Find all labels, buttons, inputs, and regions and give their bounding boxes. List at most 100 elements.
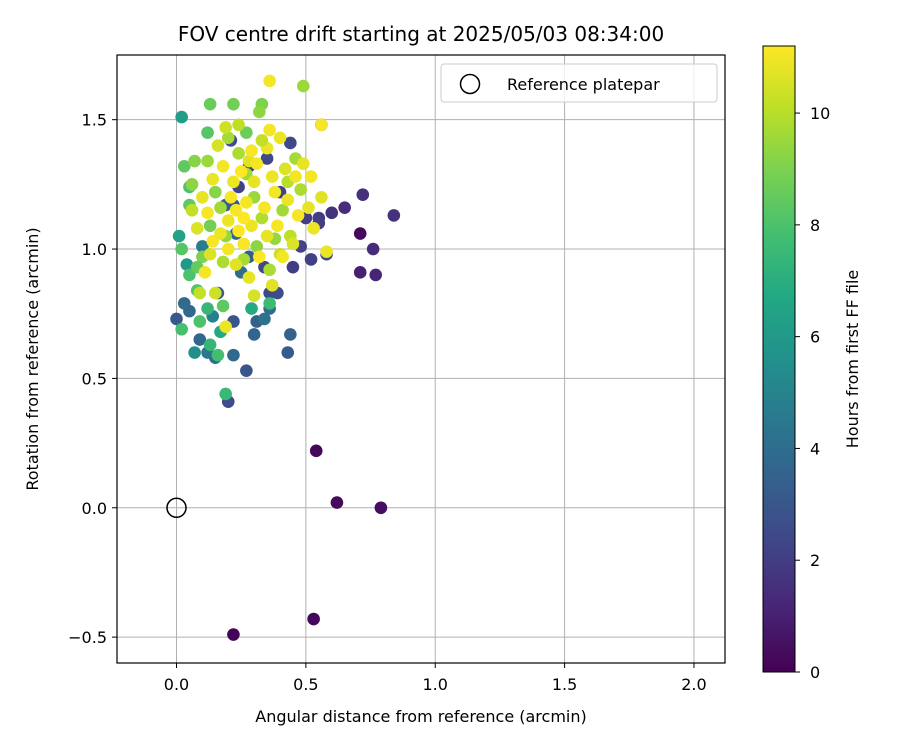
data-point <box>203 219 217 233</box>
data-point <box>284 328 297 341</box>
data-point <box>255 134 269 147</box>
data-point <box>284 136 297 150</box>
data-point <box>245 144 258 158</box>
data-point <box>374 501 388 515</box>
data-point <box>263 297 276 310</box>
data-point <box>216 159 230 173</box>
data-point <box>265 278 279 292</box>
colorbar-tick-label: 2 <box>810 551 820 570</box>
data-point <box>265 170 279 183</box>
data-point <box>255 211 269 225</box>
y-tick-label: 1.0 <box>82 240 107 259</box>
plot-area <box>117 55 725 663</box>
data-point <box>211 348 225 362</box>
data-point <box>240 196 253 209</box>
data-point <box>201 154 214 168</box>
data-point <box>240 126 253 139</box>
data-point <box>216 255 230 269</box>
colorbar-tick-label: 4 <box>810 439 820 458</box>
data-point <box>237 237 251 251</box>
data-point <box>245 302 258 315</box>
data-point <box>188 346 201 359</box>
data-point <box>216 299 230 313</box>
data-point <box>214 201 227 214</box>
data-point <box>188 154 201 168</box>
data-point <box>219 121 232 134</box>
data-point <box>330 496 344 509</box>
data-point <box>190 222 204 235</box>
data-point <box>250 157 264 170</box>
data-point <box>258 312 271 326</box>
data-point <box>180 258 194 271</box>
data-point <box>201 126 214 139</box>
data-point <box>193 286 207 300</box>
data-point <box>209 185 222 199</box>
data-point <box>281 193 295 207</box>
data-point <box>245 219 258 233</box>
data-point <box>250 240 264 253</box>
data-point <box>221 214 235 227</box>
colorbar-tick-label: 10 <box>810 104 830 123</box>
data-point <box>271 219 284 233</box>
data-point <box>325 206 339 220</box>
plot-frame <box>116 54 726 664</box>
data-point <box>276 203 289 217</box>
colorbar-gradient <box>762 45 796 673</box>
data-point <box>185 178 199 191</box>
data-point <box>281 346 295 359</box>
legend-label: Reference platepar <box>507 75 660 94</box>
data-point <box>185 203 199 217</box>
data-point <box>224 190 238 204</box>
data-point <box>219 320 232 333</box>
data-point <box>291 209 305 222</box>
data-point <box>229 258 243 271</box>
data-point <box>234 165 248 178</box>
data-point <box>175 110 188 124</box>
data-point <box>307 222 320 235</box>
data-point <box>177 159 191 173</box>
colorbar-ticks: 0 2 4 6 8 10 <box>795 104 830 682</box>
data-point <box>193 315 207 328</box>
data-point <box>338 201 351 214</box>
data-point <box>294 183 307 196</box>
data-point <box>232 224 245 238</box>
data-point <box>247 289 261 302</box>
data-point <box>387 209 401 222</box>
legend-marker-icon <box>459 73 481 95</box>
data-point <box>247 175 261 189</box>
data-point <box>221 131 235 145</box>
data-point <box>286 237 300 251</box>
data-point <box>278 162 292 176</box>
data-point <box>183 268 196 282</box>
legend-box <box>440 63 718 103</box>
data-point <box>227 175 240 189</box>
data-point <box>227 628 240 641</box>
data-point <box>209 286 222 300</box>
data-point <box>252 250 266 264</box>
x-tick-label: 0.0 <box>164 675 189 694</box>
data-point <box>227 97 240 111</box>
colorbar-tick-label: 0 <box>810 663 820 682</box>
y-tick-label: 0.0 <box>82 499 107 518</box>
data-point <box>356 188 370 202</box>
data-point <box>175 322 188 336</box>
data-point <box>263 74 276 88</box>
data-point <box>206 234 220 248</box>
data-point <box>211 139 225 152</box>
data-point <box>353 227 367 240</box>
legend: Reference platepar <box>440 63 718 103</box>
data-point <box>276 250 289 264</box>
x-tick-label: 2.0 <box>681 675 706 694</box>
x-tick-label: 1.5 <box>552 675 577 694</box>
colorbar: 0 2 4 6 8 10 Hours from first FF file <box>762 45 862 682</box>
data-point <box>252 105 266 119</box>
data-point <box>227 348 240 362</box>
y-tick-label: −0.5 <box>68 628 107 647</box>
data-point <box>177 297 191 310</box>
data-point <box>229 203 243 217</box>
data-point <box>366 242 380 256</box>
data-point <box>203 338 217 352</box>
data-point <box>260 229 274 243</box>
data-point <box>232 147 245 160</box>
